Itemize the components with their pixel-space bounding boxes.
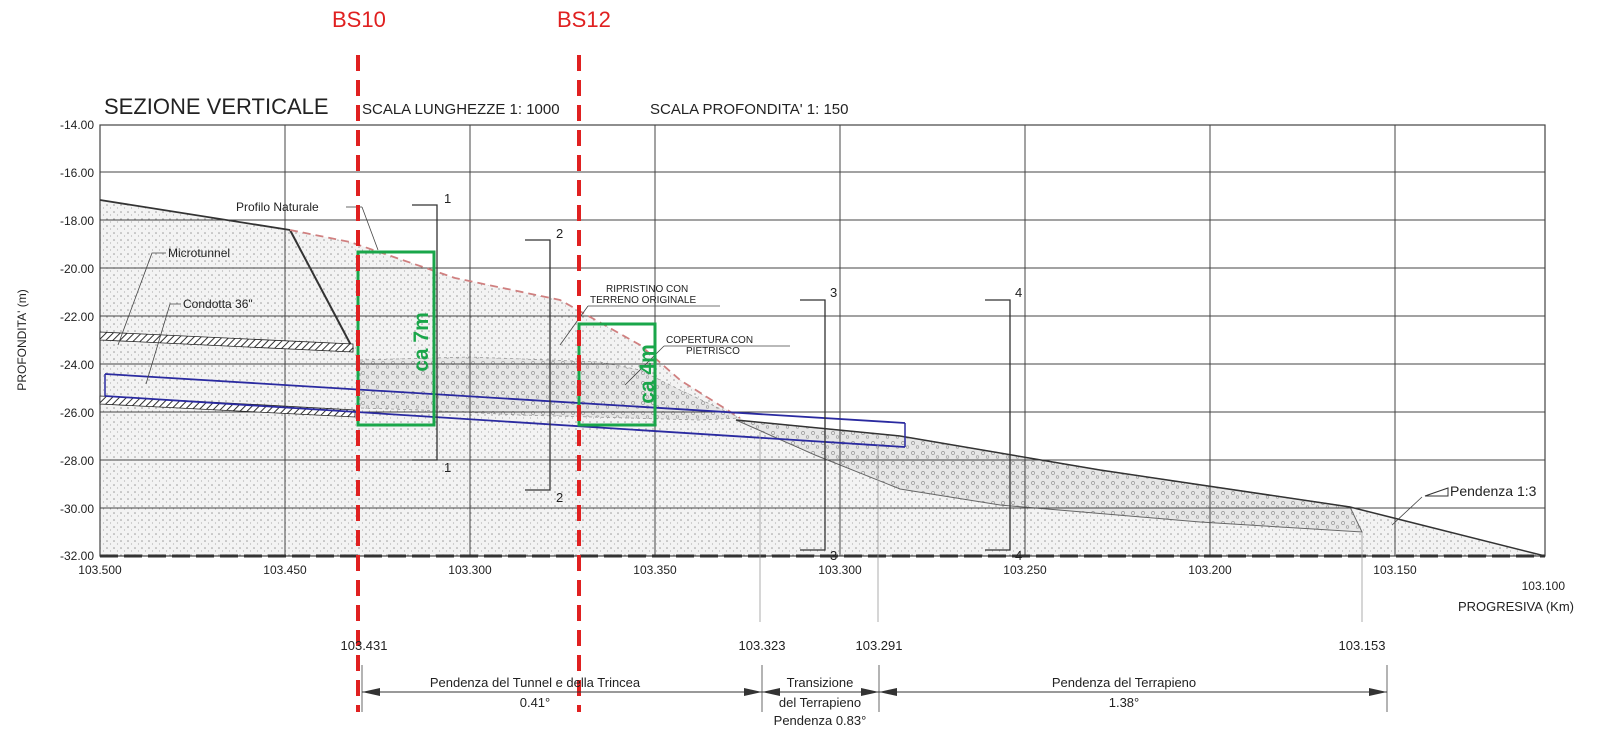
y-tick-label: -30.00 <box>60 502 94 516</box>
y-tick-label: -26.00 <box>60 406 94 420</box>
embankment-bottom-line <box>735 419 1546 557</box>
section-cut-2: 2 2 <box>525 226 563 505</box>
section-mark: 2 <box>556 490 563 505</box>
y-tick-label: -24.00 <box>60 358 94 372</box>
section-mark: 3 <box>830 548 837 563</box>
depth-box-label: ca 4m <box>636 344 659 404</box>
ripristino-label: TERRENO ORIGINALE <box>590 295 696 306</box>
chainage-value: 103.291 <box>856 638 903 653</box>
section-mark: 1 <box>444 460 451 475</box>
microtunnel-lower-band <box>99 395 356 418</box>
slope-label: Pendenza 1:3 <box>1450 483 1537 499</box>
depth-box-label: ca 7m <box>410 312 433 372</box>
x-tick-label: 103.300 <box>818 563 862 577</box>
x-tick-label: 103.300 <box>448 563 492 577</box>
copertura-label: COPERTURA CON <box>666 335 753 346</box>
microtunnel-shaft-line <box>289 229 354 350</box>
slope-triangle-icon <box>1424 487 1449 497</box>
segment-label: Pendenza del Terrapieno <box>1052 675 1196 690</box>
segment-label: Pendenza 0.83° <box>774 713 867 728</box>
x-tick-label: 103.100 <box>1522 579 1566 593</box>
x-tick-label: 103.200 <box>1188 563 1232 577</box>
chainage-value: 103.431 <box>341 638 388 653</box>
length-scale-label: SCALA LUNGHEZZE 1: 1000 <box>362 101 560 118</box>
section-mark: 1 <box>444 191 451 206</box>
chainage-lines <box>759 432 1363 622</box>
section-cut-1: 1 1 <box>412 191 451 475</box>
pipeline <box>104 373 906 448</box>
y-tick-label: -28.00 <box>60 454 94 468</box>
condotta-label: Condotta 36" <box>183 297 253 311</box>
microtunnel-label: Microtunnel <box>168 246 230 260</box>
depth-box-bs12: ca 4m <box>577 322 659 427</box>
section-title: SEZIONE VERTICALE <box>104 94 329 119</box>
section-mark: 4 <box>1015 548 1022 563</box>
y-axis-label: PROFONDITA' (m) <box>15 289 29 390</box>
section-mark: 3 <box>830 285 837 300</box>
x-tick-label: 103.150 <box>1373 563 1417 577</box>
y-axis: -14.00 -16.00 -18.00 -20.00 -22.00 -24.0… <box>15 118 94 563</box>
x-tick-label: 103.250 <box>1003 563 1047 577</box>
plot-grid <box>99 124 1546 558</box>
section-cut-3: 3 3 <box>800 285 837 563</box>
segment-label: Pendenza del Tunnel e della Trincea <box>430 675 641 690</box>
y-tick-label: -20.00 <box>60 262 94 276</box>
y-tick-label: -16.00 <box>60 166 94 180</box>
segment-label: del Terrapieno <box>779 695 861 710</box>
borehole-marker-bs12: BS12 <box>557 7 611 712</box>
x-tick-label: 103.450 <box>263 563 307 577</box>
y-tick-label: -22.00 <box>60 310 94 324</box>
section-cut-4: 4 4 <box>985 285 1022 563</box>
borehole-label: BS10 <box>332 7 386 32</box>
profilo-naturale-label: Profilo Naturale <box>236 200 319 214</box>
ripristino-label: RIPRISTINO CON <box>606 284 688 295</box>
ground-fill <box>100 200 1545 556</box>
segment-label: 1.38° <box>1109 695 1140 710</box>
x-tick-label: 103.350 <box>633 563 677 577</box>
copertura-label: PIETRISCO <box>686 346 740 357</box>
y-tick-label: -14.00 <box>60 118 94 132</box>
chainage-value: 103.323 <box>739 638 786 653</box>
microtunnel-upper-band <box>99 331 354 353</box>
chainage-value: 103.153 <box>1339 638 1386 653</box>
borehole-label: BS12 <box>557 7 611 32</box>
borehole-marker-bs10: BS10 <box>332 7 386 712</box>
y-tick-label: -18.00 <box>60 214 94 228</box>
x-tick-label: 103.500 <box>78 563 122 577</box>
depth-scale-label: SCALA PROFONDITA' 1: 150 <box>650 101 849 118</box>
ground-surface-line <box>99 199 291 231</box>
y-tick-label: -32.00 <box>60 549 94 563</box>
segment-label: Transizione <box>787 675 854 690</box>
x-axis: 103.500 103.450 103.300 103.350 103.300 … <box>78 563 1574 614</box>
x-axis-label: PROGRESIVA (Km) <box>1458 599 1574 614</box>
chainage-values: 103.431 103.323 103.291 103.153 <box>341 638 1386 653</box>
slope-segments: Pendenza del Tunnel e della Trincea 0.41… <box>361 665 1388 728</box>
natural-profile-line <box>289 229 741 419</box>
section-mark: 2 <box>556 226 563 241</box>
segment-label: 0.41° <box>520 695 551 710</box>
section-mark: 4 <box>1015 285 1022 300</box>
